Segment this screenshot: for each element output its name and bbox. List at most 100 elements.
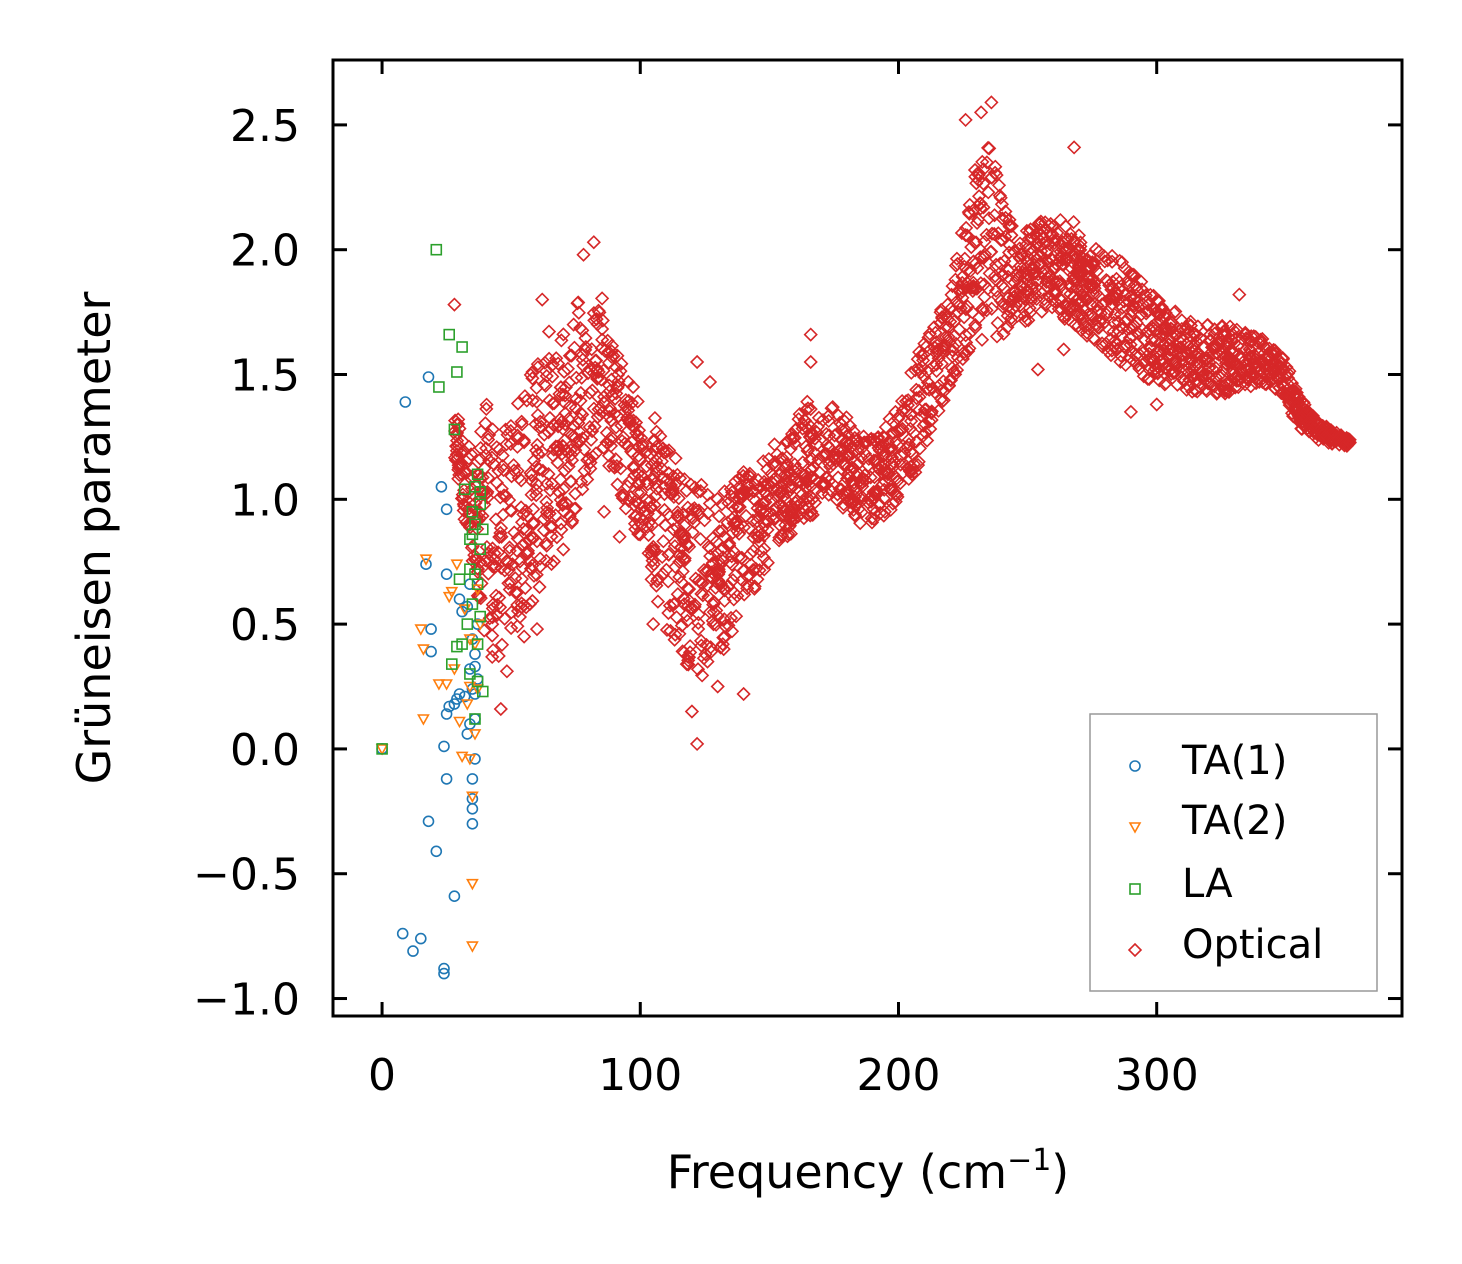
- optical-point: [803, 508, 818, 523]
- optical-point: [1209, 346, 1225, 361]
- optical-point: [750, 472, 766, 488]
- optical-point: [541, 466, 556, 482]
- series-point-LA: [456, 638, 468, 650]
- series-point-LA: [376, 743, 388, 755]
- legend-marker-la: [1129, 883, 1141, 895]
- optical-point: [612, 529, 627, 544]
- optical-point: [963, 263, 978, 279]
- optical-point: [558, 495, 574, 511]
- optical-point: [929, 363, 944, 379]
- optical-point: [1140, 371, 1155, 387]
- optical-point: [616, 430, 631, 445]
- optical-point: [1040, 264, 1056, 280]
- optical-point: [933, 305, 948, 320]
- optical-point: [479, 401, 494, 417]
- optical-point: [497, 611, 512, 626]
- optical-point: [596, 504, 612, 519]
- series-point-TA(2): [440, 679, 453, 691]
- optical-point: [1267, 343, 1283, 358]
- optical-point: [1022, 300, 1037, 316]
- optical-point: [1275, 386, 1290, 401]
- optical-point: [793, 496, 808, 511]
- optical-point: [958, 227, 973, 243]
- optical-point: [974, 332, 990, 347]
- legend-item-ta2: TA(2): [1128, 798, 1287, 844]
- optical-point: [1267, 365, 1282, 380]
- optical-point: [493, 490, 508, 505]
- optical-point: [1287, 390, 1303, 405]
- optical-point: [573, 405, 588, 421]
- y-axis-label: Grüneisen parameter: [67, 291, 121, 784]
- optical-point: [1258, 376, 1273, 391]
- optical-point: [856, 435, 871, 450]
- x-tick-label: 200: [856, 1050, 940, 1101]
- optical-point: [975, 301, 990, 316]
- optical-point: [740, 569, 755, 584]
- optical-point: [622, 413, 638, 429]
- optical-point: [646, 469, 662, 484]
- optical-point: [1171, 323, 1187, 338]
- x-axis-label-main: Frequency (cm: [667, 1145, 1007, 1199]
- optical-point: [553, 472, 568, 487]
- optical-point: [1171, 343, 1186, 359]
- optical-point: [803, 462, 819, 478]
- optical-point: [727, 517, 742, 532]
- optical-point: [815, 476, 830, 491]
- series-point-TA(1): [407, 945, 419, 957]
- optical-point: [853, 488, 868, 503]
- optical-point: [956, 310, 972, 325]
- optical-point: [541, 324, 557, 339]
- optical-point: [1254, 362, 1269, 377]
- optical-point: [800, 401, 816, 416]
- optical-point: [784, 479, 799, 495]
- optical-point: [587, 419, 602, 434]
- optical-point: [530, 446, 546, 462]
- optical-point: [659, 622, 675, 638]
- optical-point: [519, 522, 534, 538]
- optical-point: [1286, 408, 1301, 424]
- optical-point: [447, 413, 463, 428]
- series-point-TA(2): [460, 699, 474, 711]
- optical-point: [1011, 293, 1026, 309]
- optical-point: [650, 594, 666, 609]
- optical-point: [639, 459, 654, 474]
- optical-point: [926, 358, 942, 373]
- optical-point: [957, 259, 972, 274]
- optical-point: [736, 686, 751, 702]
- optical-point: [1266, 359, 1281, 374]
- optical-point: [534, 444, 550, 460]
- optical-point: [791, 473, 806, 489]
- optical-point: [1246, 329, 1261, 344]
- optical-point: [864, 511, 879, 526]
- optical-point: [801, 417, 816, 432]
- series-point-LA: [471, 638, 484, 650]
- optical-point: [971, 167, 986, 183]
- optical-point: [1167, 353, 1183, 368]
- optical-point: [714, 497, 730, 512]
- optical-point: [568, 430, 583, 446]
- optical-point: [557, 463, 572, 478]
- optical-point: [679, 608, 694, 623]
- legend-marker-optical: [1127, 942, 1143, 958]
- optical-point: [1066, 235, 1081, 250]
- optical-point: [752, 563, 767, 578]
- optical-point: [525, 364, 540, 380]
- series-point-TA(2): [463, 754, 477, 766]
- optical-point: [943, 373, 959, 388]
- optical-point: [915, 353, 931, 368]
- optical-point: [679, 656, 694, 672]
- optical-point: [1019, 223, 1035, 239]
- optical-point: [1339, 436, 1354, 452]
- legend-label-ta1: TA(1): [1181, 738, 1287, 784]
- optical-point: [672, 569, 687, 585]
- y-tick-label: 1.0: [230, 475, 300, 526]
- optical-point: [485, 610, 500, 625]
- optical-point: [958, 112, 973, 128]
- optical-point: [710, 679, 725, 694]
- optical-point: [1146, 363, 1161, 379]
- optical-point: [1069, 266, 1085, 281]
- optical-point: [526, 453, 542, 468]
- optical-point: [888, 433, 904, 449]
- optical-point: [715, 523, 730, 539]
- optical-point: [960, 228, 975, 243]
